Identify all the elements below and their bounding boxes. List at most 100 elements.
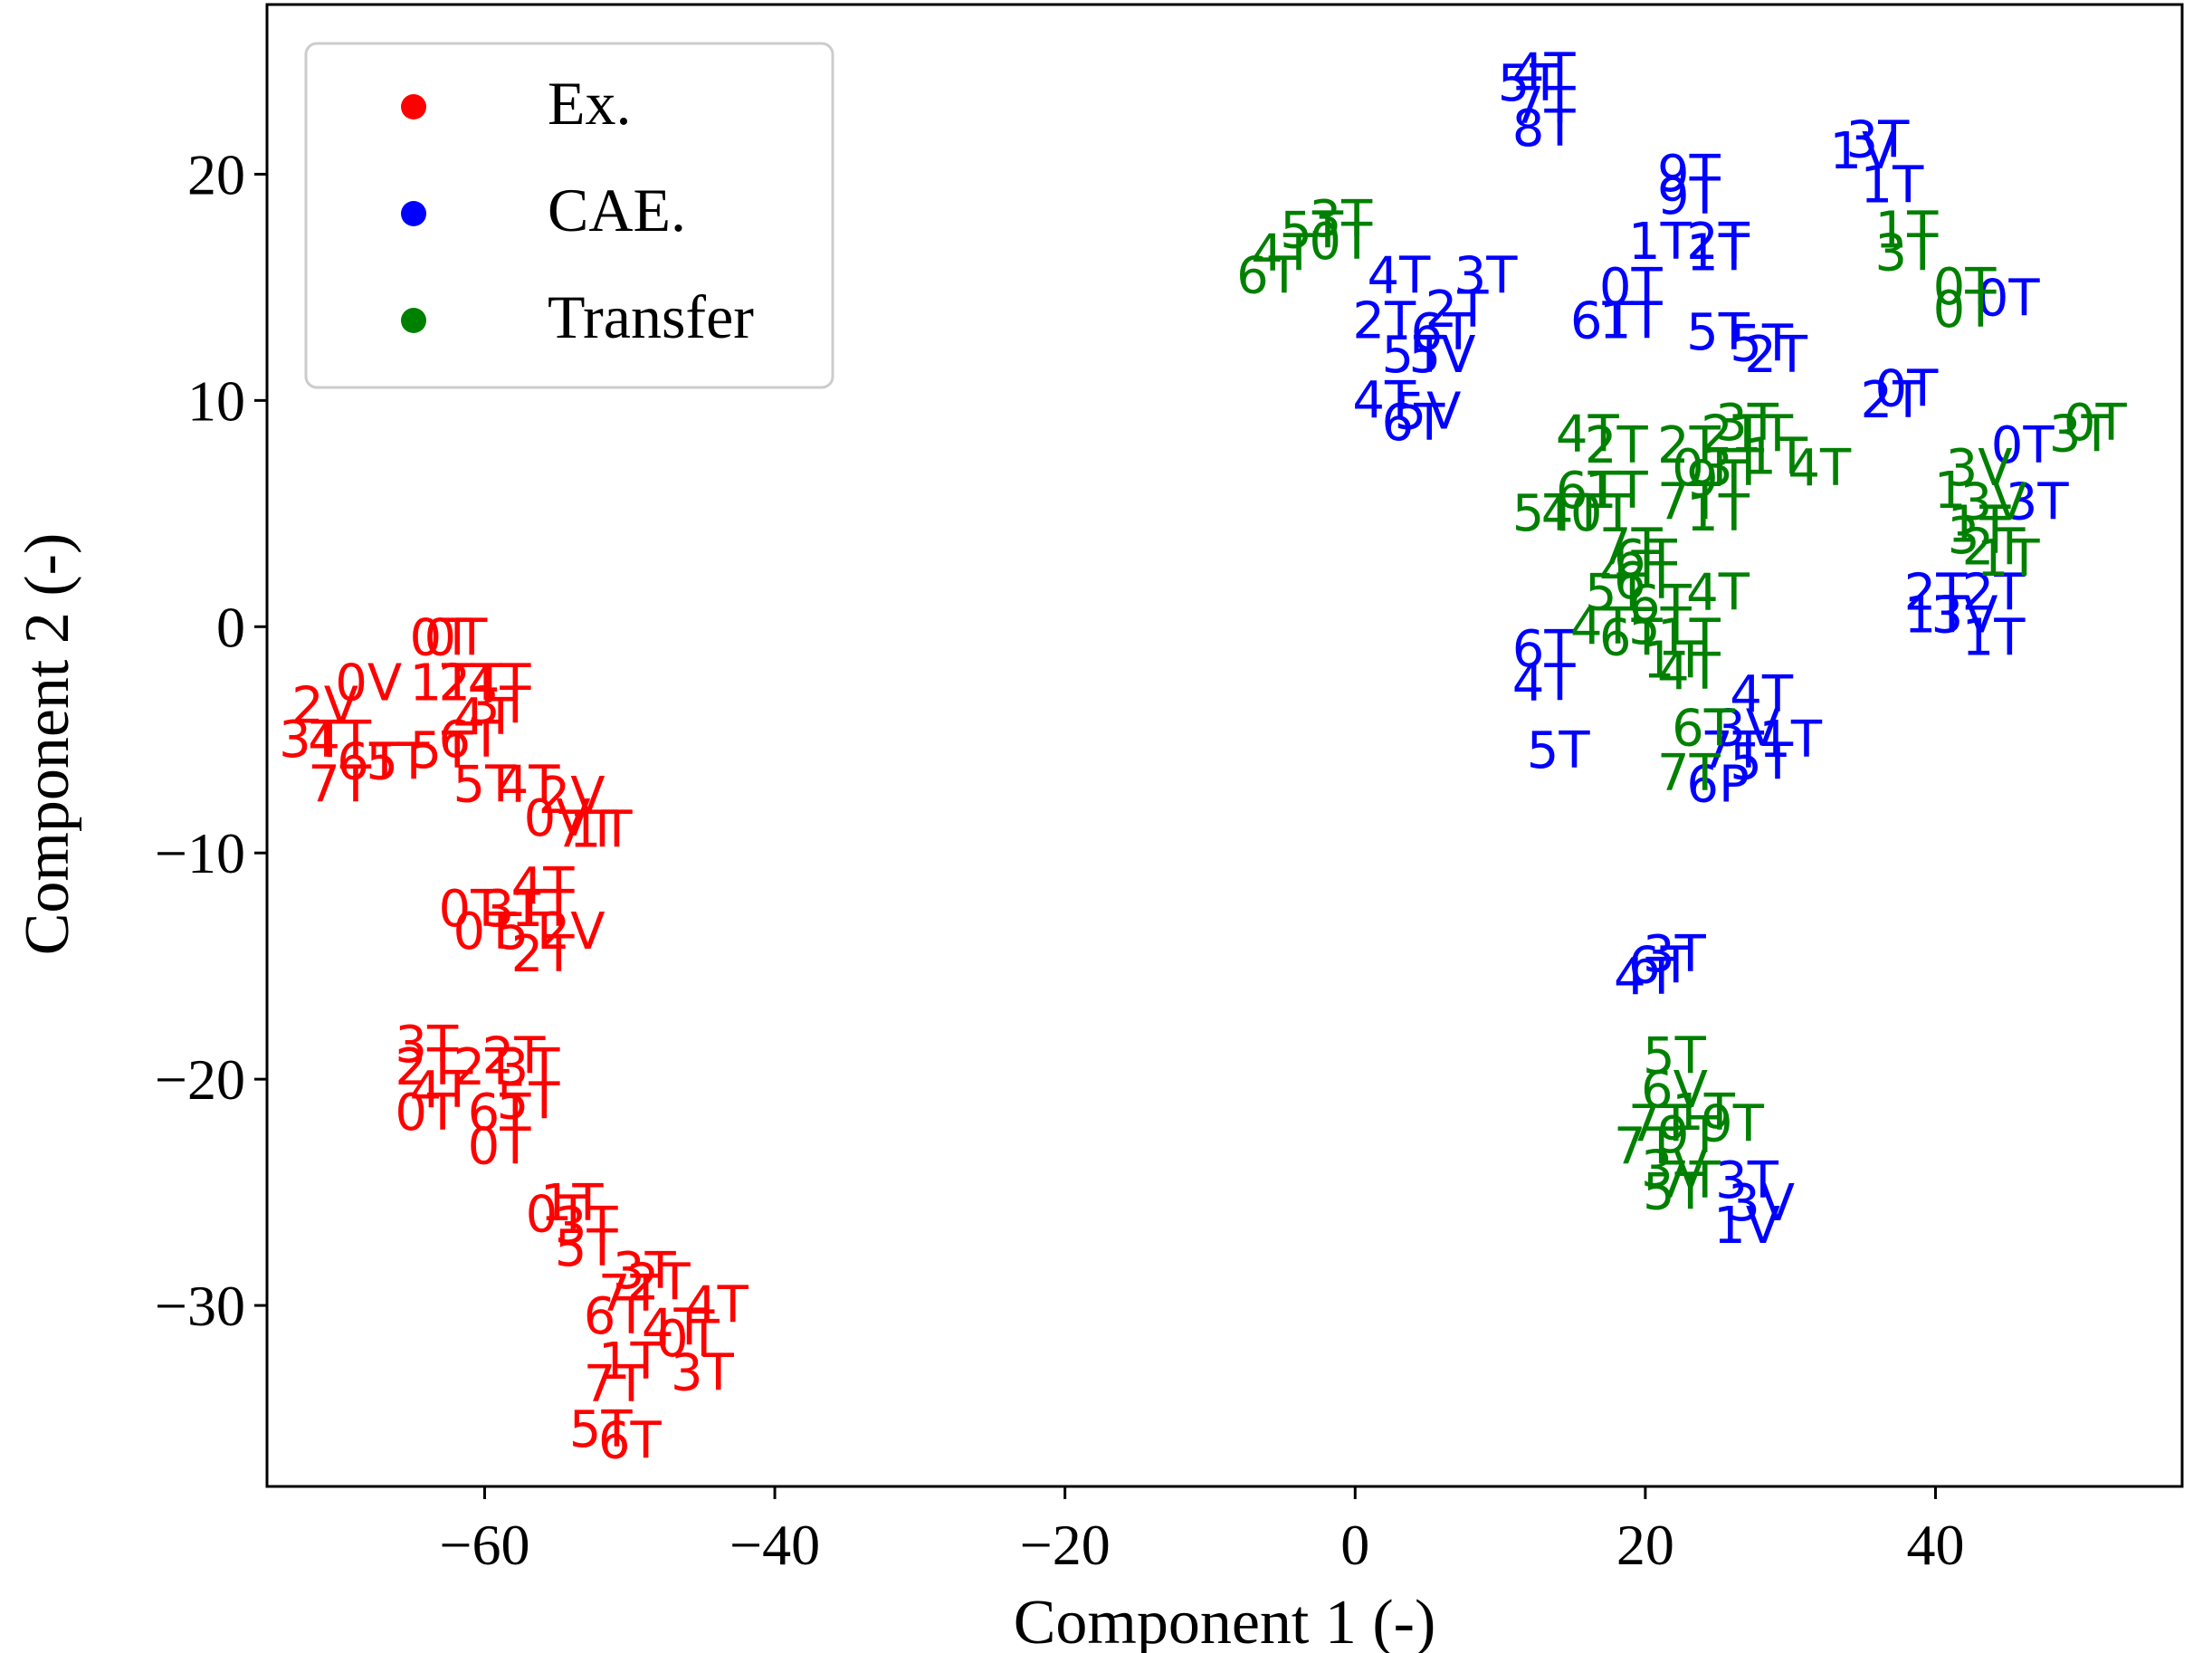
point-cae: 2T: [1962, 563, 2026, 622]
y-tick-label: 10: [187, 368, 245, 433]
point-ex: 0T: [453, 903, 518, 961]
point-cae: 1V: [1713, 1197, 1780, 1256]
point-transfer: 4T: [1541, 484, 1606, 543]
y-tick-label: −10: [155, 821, 245, 885]
point-transfer: 6T: [1599, 608, 1664, 667]
point-ex: 0T: [439, 880, 503, 939]
point-ex: 5T: [555, 1219, 619, 1278]
ticks-layer: −60 −40 −20 0 20 40 20 10 0 −10 −20 −30: [155, 142, 1965, 1577]
point-ex: 5T: [569, 1400, 634, 1459]
point-transfer: 7T: [1628, 1095, 1692, 1154]
point-ex: 5T: [409, 721, 473, 780]
point-transfer: 3V: [1960, 473, 2027, 531]
point-cae: 2T: [1352, 291, 1416, 350]
point-ex: 5T: [453, 756, 518, 815]
point-ex: 4T: [453, 688, 518, 747]
point-ex: 3T: [395, 1016, 459, 1075]
point-ex: 4T: [497, 756, 561, 815]
point-cae: 6T: [1570, 291, 1635, 350]
point-ex: 0T: [409, 608, 473, 667]
point-ex: 3T: [497, 1038, 561, 1097]
point-transfer: 1T: [1585, 462, 1649, 521]
point-ex: 4T: [685, 1276, 749, 1335]
point-transfer: 2T: [1962, 518, 2026, 577]
point-ex: 2V: [539, 903, 605, 961]
point-cae: 1T: [1904, 586, 1969, 645]
point-ex: 4T: [468, 654, 532, 712]
y-tick-label: −30: [155, 1274, 245, 1338]
point-transfer: 6T: [1614, 530, 1678, 588]
point-cae: 5T: [1498, 54, 1562, 113]
point-cae: 4T: [1730, 665, 1794, 724]
point-ex: 2T: [511, 925, 576, 984]
point-ex: 4T: [642, 1299, 706, 1358]
point-cae: 4T: [1512, 43, 1577, 101]
point-transfer: 2T: [1585, 416, 1649, 475]
point-ex: 0T: [424, 608, 488, 667]
plot-frame: [265, 3, 2184, 1488]
point-cae: 4T: [1367, 246, 1431, 305]
point-cae: 3V: [1728, 1174, 1795, 1233]
point-ex: 7T: [598, 1265, 663, 1323]
point-transfer: 1: [1934, 462, 1967, 521]
legend: Ex. CAE. Transfer: [304, 42, 834, 389]
point-ex: 2T: [395, 1038, 459, 1097]
point-ex: 7T: [555, 801, 619, 860]
point-transfer: 5T: [1643, 1163, 1707, 1222]
point-transfer: 7T: [1657, 744, 1721, 803]
point-transfer: 5T: [1628, 597, 1692, 656]
point-cae: 2T: [1904, 563, 1969, 622]
point-transfer: 9T: [1686, 450, 1750, 509]
point-cae: 1T: [1759, 711, 1823, 769]
point-transfer: 4T: [1657, 643, 1721, 702]
point-transfer: 3T: [1715, 394, 1779, 453]
point-transfer: 4T: [1570, 597, 1635, 656]
legend-marker-cae: [401, 201, 426, 226]
point-ex: 4T: [511, 857, 576, 916]
point-transfer: 6T: [1672, 699, 1736, 758]
point-transfer: 4T: [1599, 540, 1664, 599]
point-cae: 6T: [1512, 620, 1577, 679]
point-ex: 6T: [584, 1287, 648, 1346]
point-cae: 5T: [1381, 326, 1445, 385]
point-transfer: 5T: [1280, 201, 1344, 260]
point-cae: 5T: [1686, 303, 1750, 362]
x-axis-label: Component 1 (-): [1014, 1588, 1436, 1653]
point-ex: 3T: [279, 711, 343, 769]
point-cae: 0T: [1977, 269, 2041, 328]
point-cae: 1V: [1829, 122, 1896, 181]
point-cae: 4T: [1512, 654, 1577, 712]
point-cae: 1T: [1962, 608, 2026, 667]
point-transfer: 7T: [1599, 518, 1664, 577]
point-cae: 5T: [1730, 314, 1794, 373]
point-transfer: 3T: [1875, 224, 1940, 282]
x-tick-label: 20: [1616, 1513, 1674, 1577]
legend-label-ex: Ex.: [548, 69, 632, 138]
point-cae: 1T: [1860, 156, 1924, 215]
point-transfer: 7T: [1657, 473, 1721, 531]
point-transfer: 6T: [1556, 462, 1620, 521]
point-transfer: 1T: [1948, 495, 2012, 554]
point-cae: 6T: [1628, 937, 1692, 996]
point-transfer: 3T: [1701, 439, 1765, 498]
point-ex: 0V: [335, 654, 402, 712]
point-transfer: 4T: [1788, 439, 1852, 498]
point-cae: 0T: [1875, 359, 1940, 418]
point-ex: 6T: [468, 1084, 532, 1142]
legend-label-transfer: Transfer: [548, 282, 754, 351]
point-cae: 2T: [1425, 281, 1490, 339]
point-transfer: 5T: [1643, 1027, 1707, 1086]
point-cae: 4T: [1352, 371, 1416, 430]
point-ex: 5T: [497, 903, 561, 961]
point-ex: 4T: [308, 711, 372, 769]
point-cae: 3V: [1931, 586, 1998, 645]
point-transfer: 6V: [1641, 1061, 1708, 1120]
legend-box: [304, 42, 834, 389]
point-cae: 6T: [1381, 394, 1445, 453]
point-cae: 1T: [1628, 213, 1692, 272]
point-ex: 5T: [366, 733, 430, 792]
point-ex: 2T: [439, 654, 503, 712]
point-ex: 6T: [598, 1412, 663, 1471]
